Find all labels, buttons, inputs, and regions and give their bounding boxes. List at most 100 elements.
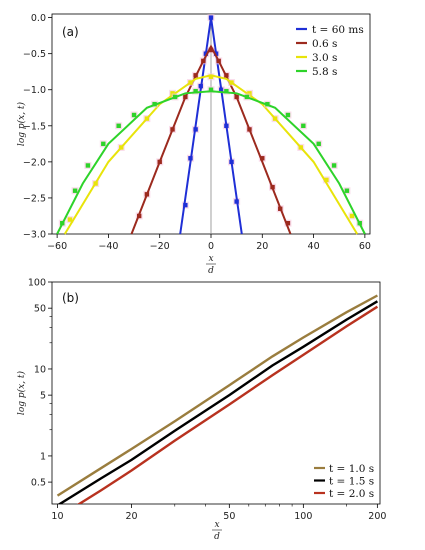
panel-b-ytick-label: 0.5 — [31, 478, 46, 489]
panel-a-series-3-point — [224, 88, 229, 94]
panel-a-series-3-point — [244, 94, 250, 100]
panel-b-ytick-label: 5 — [40, 391, 46, 402]
panel-a-series-1-point — [247, 127, 252, 132]
panel-a-xtick-label: 0 — [208, 241, 214, 252]
panel-a-series-1-point — [157, 159, 162, 165]
panel-a-legend-label: 0.6 s — [312, 38, 337, 50]
panel-a-ytick-label: −1.0 — [23, 85, 46, 96]
panel-a-xtick-label: −40 — [98, 241, 118, 252]
panel-a-series-3-point — [316, 141, 321, 147]
panel-a-series-1-line — [130, 44, 292, 235]
panel-a-series-2-point — [119, 145, 124, 150]
panel-a-series-2-point — [324, 177, 329, 183]
panel-a-series-1-point — [201, 58, 206, 64]
panel-a-series-1-point — [170, 127, 175, 132]
panel-a-series-2 — [63, 73, 359, 235]
panel-a-series-0-point — [213, 51, 219, 56]
panel-a-series-3-point — [85, 163, 91, 168]
panel-b-xlabel-den: d — [214, 532, 220, 542]
panel-b-series-2-line — [76, 305, 379, 504]
panel-a-series-3-point — [285, 112, 291, 118]
panel-b-ytick-label: 10 — [34, 364, 46, 375]
panel-a-series-1-point — [144, 192, 150, 197]
panel-a-series-0-point — [219, 87, 224, 92]
panel-a-series-0-point — [193, 127, 198, 132]
panel-a-xtick-label: −20 — [150, 241, 170, 252]
panel-a-legend-label: 5.8 s — [312, 66, 337, 78]
panel-a-series-2-point — [170, 91, 175, 96]
panel-a-series-3-point — [72, 188, 78, 193]
panel-a-series-1-point — [260, 156, 265, 161]
panel-a-legend-label: t = 60 ms — [312, 24, 364, 36]
panel-a-label: (a) — [62, 25, 79, 39]
panel-a-xtick-label: 60 — [359, 241, 371, 252]
panel-a-series-3-point — [152, 101, 157, 107]
panel-a-series-0-point — [224, 123, 229, 129]
panel-a-ytick-label: 0.0 — [31, 13, 46, 24]
panel-a-series-2-point — [188, 80, 193, 85]
panel-b-legend-label: t = 2.0 s — [329, 488, 374, 500]
panel-a-series-0 — [179, 14, 243, 235]
panel-a-series-1-point — [285, 220, 291, 226]
panel-b-xtick-label: 50 — [223, 511, 235, 522]
panel-a-series-3-point — [116, 123, 121, 129]
panel-a-xtick-label: 20 — [256, 241, 268, 252]
panel-a-series-1-point — [270, 184, 275, 190]
panel-b-xtick-label: 200 — [368, 511, 386, 522]
panel-a-series-2-point — [298, 145, 303, 150]
panel-b-xlabel-num: x — [214, 520, 219, 530]
panel-b-xtick-label: 20 — [125, 511, 137, 522]
panel-a-legend-label: 3.0 s — [312, 52, 337, 64]
panel-a-xlabel-num: x — [208, 254, 213, 264]
panel-b-xtick-label: 100 — [294, 511, 312, 522]
panel-b-series — [56, 294, 379, 504]
panel-a-ticks: −60 −40 −20 0 20 40 60 0.0 −0.5 −1.0 −1.5 −2.0 −2.5 −… — [23, 13, 371, 252]
panel-a-series-2-point — [272, 116, 278, 121]
panel-a-series-2-point — [144, 116, 150, 121]
panel-a-xtick-label: −60 — [47, 241, 67, 252]
panel-a-ytick-label: −2.5 — [23, 193, 46, 204]
panel-b-ticks: 10 20 50 100 200 0.5 1 5 10 50 100 — [28, 278, 387, 523]
panel-a-series-3-point — [208, 87, 214, 92]
panel-a-series-3-point — [131, 112, 137, 118]
panel-a-series-3-point — [357, 220, 362, 226]
panel-a-series-0-point — [234, 199, 239, 204]
panel-a-series-1-point — [183, 94, 188, 100]
panel-b-legend-label: t = 1.0 s — [329, 463, 374, 475]
panel-b-ylabel: log p(x, t) — [16, 370, 27, 415]
panel-a-series-1-point — [193, 73, 198, 78]
panel-a-ytick-label: −2.0 — [23, 157, 46, 168]
panel-b-ytick-label: 1 — [40, 451, 46, 462]
panel-a-xtick-label: 40 — [308, 241, 320, 252]
panel-a: −60 −40 −20 0 20 40 60 0.0 −0.5 −1.0 −1.5 −2.0 −2.5 −… — [16, 13, 371, 276]
panel-b-ytick-label: 50 — [34, 304, 46, 315]
panel-a-series — [56, 14, 366, 235]
panel-b-series-1-line — [57, 300, 379, 504]
panel-a-series-2-point — [93, 181, 98, 186]
panel-a-series-3 — [56, 86, 366, 235]
panel-a-series-0-point — [183, 202, 188, 208]
panel-a-series-3-point — [60, 220, 65, 226]
panel-a-series-1-point — [216, 58, 221, 64]
panel-a-series-2-point — [229, 80, 234, 85]
panel-b-series-0-line — [56, 294, 378, 497]
panel-a-xlabel-den: d — [208, 266, 214, 276]
panel-a-series-1-point — [136, 213, 142, 219]
panel-a-series-1-point — [208, 47, 214, 53]
panel-a-series-2-point — [349, 213, 355, 219]
panel-a-series-1-point — [278, 206, 283, 211]
panel-a-series-3-point — [265, 101, 270, 107]
panel-a-series-3-point — [193, 88, 198, 94]
panel-b-legend-label: t = 1.5 s — [329, 476, 374, 488]
panel-a-series-2-point — [67, 217, 73, 222]
panel-a-series-3-point — [301, 123, 306, 129]
panel-a-ytick-label: −0.5 — [23, 49, 46, 60]
panel-a-series-1 — [130, 44, 292, 235]
panel-b-xtick-label: 10 — [51, 511, 63, 522]
panel-b-legend: t = 1.0 st = 1.5 st = 2.0 s — [314, 463, 374, 500]
panel-a-ytick-label: −3.0 — [23, 230, 46, 241]
panel-a-ytick-label: −1.5 — [23, 121, 46, 132]
panel-a-series-0-point — [208, 15, 214, 20]
panel-a-ylabel: log p(x, t) — [16, 101, 27, 146]
